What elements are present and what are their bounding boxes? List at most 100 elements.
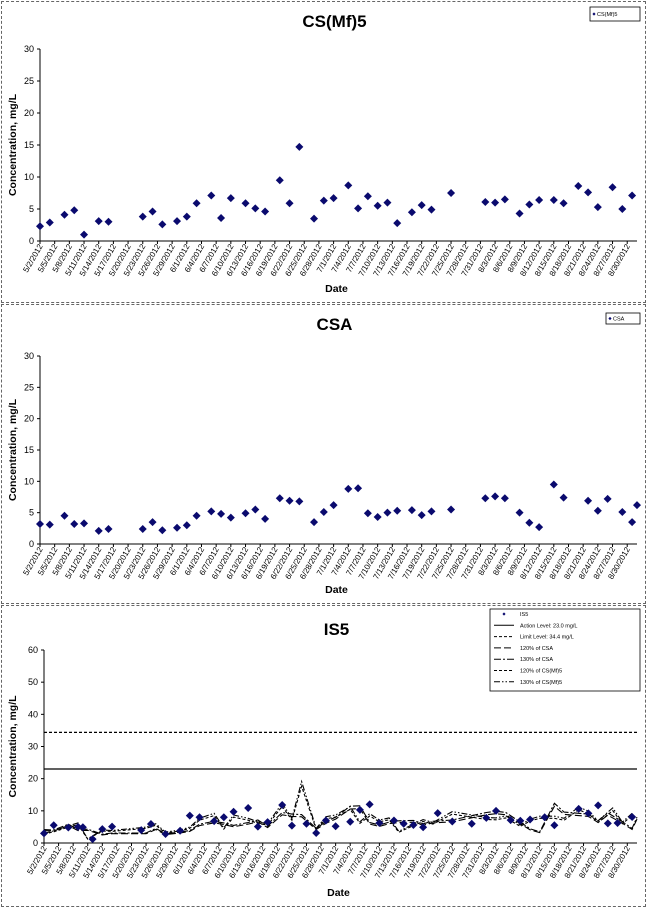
- y-tick-label: 15: [24, 445, 34, 455]
- data-point: [285, 496, 294, 505]
- data-point: [108, 822, 117, 831]
- data-point: [482, 813, 491, 822]
- data-point: [574, 804, 583, 813]
- chart-is5: IS501020304050605/2/20125/5/20125/8/2012…: [7, 608, 641, 899]
- chart-csa: CSA0510152025305/2/20125/5/20125/8/20125…: [7, 312, 641, 596]
- data-point: [628, 518, 637, 527]
- chart-panel-cs-mf5: CS(Mf)5 0 5 10 15 20 25 30 5/2/2012 5/5/2012 5/8/2…: [1, 1, 646, 303]
- data-point: [593, 506, 602, 515]
- data-point: [354, 484, 363, 493]
- data-point: [104, 524, 113, 533]
- data-point: [253, 822, 262, 831]
- data-point: [355, 805, 364, 814]
- y-tick-label: 20: [24, 108, 34, 118]
- legend-box: [605, 312, 641, 325]
- legend: CS(Mf)5: [589, 6, 641, 22]
- legend-marker: [592, 12, 596, 16]
- legend-entry: CSA: [613, 317, 625, 323]
- data-point: [207, 507, 216, 516]
- y-tick-label: 20: [28, 774, 38, 784]
- data-point: [417, 511, 426, 520]
- data-point: [373, 513, 382, 522]
- data-point: [491, 492, 500, 501]
- y-tick-label: 25: [24, 76, 34, 86]
- legend-entry: Action Level: 23.0 mg/L: [520, 623, 577, 629]
- data-point: [559, 199, 568, 208]
- data-point: [88, 835, 97, 844]
- data-point: [275, 494, 284, 503]
- legend-entry: CS(Mf)5: [597, 12, 617, 18]
- data-point: [500, 494, 509, 503]
- data-point: [192, 199, 201, 208]
- data-point: [481, 197, 490, 206]
- y-tick-label: 20: [24, 414, 34, 424]
- data-point: [399, 819, 408, 828]
- x-axis-label: Date: [325, 283, 348, 295]
- data-point: [251, 505, 260, 514]
- chart-title: CS(Mf)5: [302, 12, 366, 31]
- data-point: [525, 518, 534, 527]
- data-point: [226, 513, 235, 522]
- data-point: [559, 493, 568, 502]
- data-point: [354, 204, 363, 213]
- data-point: [278, 801, 287, 810]
- chart-title: CSA: [317, 315, 353, 334]
- data-point: [407, 208, 416, 217]
- data-point: [427, 507, 436, 516]
- data-point: [467, 819, 476, 828]
- y-tick-label: 50: [28, 677, 38, 687]
- data-point: [310, 518, 319, 527]
- data-point: [158, 220, 167, 229]
- data-point: [148, 207, 157, 216]
- y-tick-label: 10: [24, 476, 34, 486]
- x-axis-label: Date: [327, 887, 350, 899]
- y-axis-label: Concentration, mg/L: [7, 93, 19, 196]
- data-point: [104, 217, 113, 226]
- data-point: [608, 183, 617, 192]
- data-point: [407, 506, 416, 515]
- data-point: [433, 809, 442, 818]
- data-point: [331, 822, 340, 831]
- data-point: [344, 181, 353, 190]
- y-tick-label: 0: [33, 838, 38, 848]
- data-point: [535, 196, 544, 205]
- data-point: [146, 820, 155, 829]
- data-point: [173, 217, 182, 226]
- data-point: [219, 813, 228, 822]
- data-point: [173, 523, 182, 532]
- data-point: [94, 526, 103, 535]
- data-point: [549, 196, 558, 205]
- data-point: [295, 142, 304, 151]
- data-point: [195, 813, 204, 822]
- data-point: [45, 520, 54, 529]
- y-tick-label: 15: [24, 140, 34, 150]
- data-point: [574, 181, 583, 190]
- data-point: [217, 213, 226, 222]
- data-point: [241, 199, 250, 208]
- data-point: [618, 205, 627, 213]
- data-point: [481, 494, 490, 503]
- series-csa: [36, 480, 641, 535]
- data-point: [321, 816, 330, 825]
- y-tick-label: 30: [28, 742, 38, 752]
- data-point: [64, 823, 73, 832]
- data-point: [285, 199, 294, 208]
- y-tick-label: 40: [28, 709, 38, 719]
- legend-entry: 120% of CS(Mf)5: [520, 669, 562, 675]
- legend-marker: [502, 612, 506, 616]
- line-120-of-csa: [43, 805, 638, 836]
- y-tick-label: 5: [29, 204, 34, 214]
- data-point: [244, 803, 253, 812]
- data-point: [373, 201, 382, 210]
- data-point: [516, 816, 525, 825]
- data-point: [383, 198, 392, 207]
- data-point: [594, 801, 603, 810]
- data-point: [74, 822, 83, 831]
- data-point: [138, 212, 147, 221]
- data-point: [525, 200, 534, 209]
- chart-cs-mf5: CS(Mf)50510152025305/2/20125/5/20125/8/2…: [7, 6, 641, 295]
- data-point: [448, 817, 457, 826]
- data-point: [329, 501, 338, 510]
- data-point: [447, 189, 456, 197]
- data-point: [363, 192, 372, 201]
